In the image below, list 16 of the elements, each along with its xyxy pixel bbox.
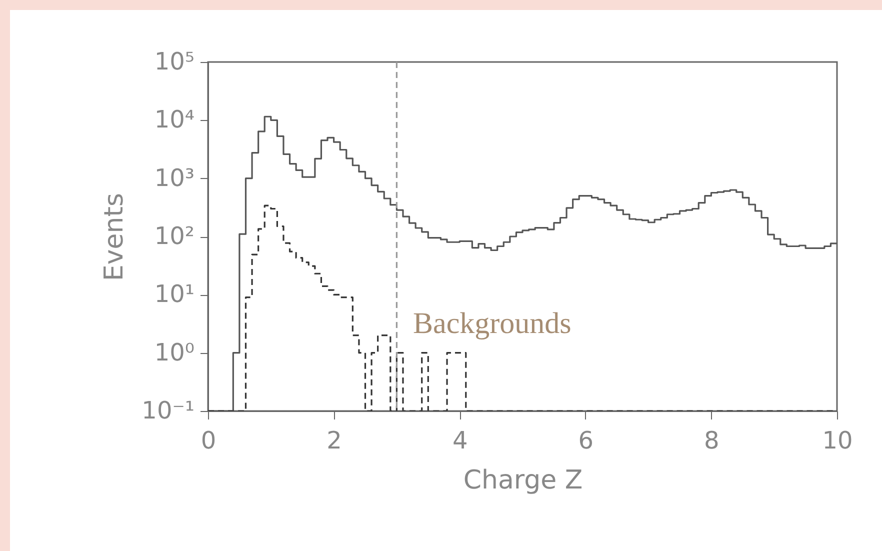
x-tick-label: 2 <box>326 426 342 454</box>
x-tick-label: 8 <box>704 426 720 454</box>
y-axis-title: Events <box>100 192 130 282</box>
y-tick-label: 10¹ <box>154 280 194 308</box>
y-tick-label: 10⁴ <box>154 106 194 134</box>
y-tick-label: 10⁻¹ <box>142 396 194 424</box>
x-axis-title: Charge Z <box>463 466 583 496</box>
y-tick-label: 10⁵ <box>154 48 194 76</box>
annotation: Backgrounds <box>413 307 572 340</box>
x-tick-label: 4 <box>452 426 468 454</box>
x-tick-label: 0 <box>200 426 216 454</box>
x-tick-label: 6 <box>578 426 594 454</box>
y-tick-label: 10² <box>154 222 194 250</box>
x-tick-label: 10 <box>822 426 853 454</box>
y-tick-label: 10⁰ <box>154 338 194 366</box>
y-tick-label: 10³ <box>154 164 194 192</box>
